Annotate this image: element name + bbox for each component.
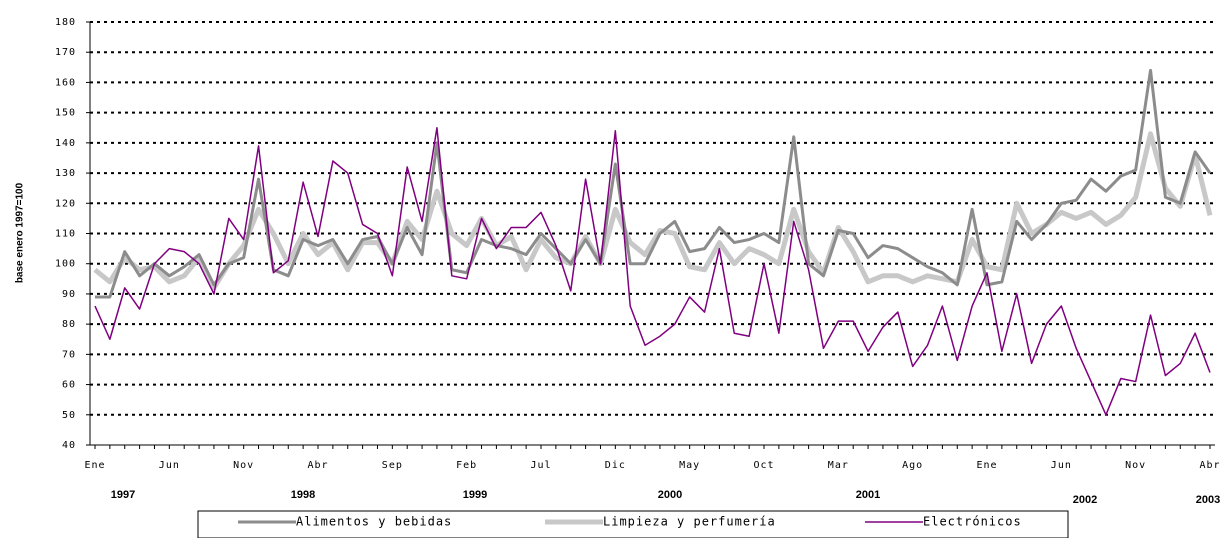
series-line: [94, 127, 1211, 416]
y-axis-label: base enero 1997=100: [15, 182, 26, 283]
y-tick-label: 140: [55, 138, 76, 149]
legend-box: [197, 510, 1069, 538]
x-tick-label: Dic: [605, 460, 626, 471]
year-label: 2003: [1196, 494, 1220, 506]
y-tick-label: 170: [55, 47, 76, 58]
y-tick-label: 120: [55, 198, 76, 209]
y-tick-label: 180: [55, 17, 76, 28]
x-tick-label: Abr: [1199, 460, 1220, 471]
y-tick-label: 70: [62, 349, 76, 360]
y-tick-label: 100: [55, 259, 76, 270]
year-label: 2000: [658, 489, 682, 501]
series-line: [93, 131, 1213, 291]
x-tick-label: Mar: [828, 460, 849, 471]
y-tick-label: 130: [55, 168, 76, 179]
y-tick-label: 160: [55, 77, 76, 88]
y-tick-label: 90: [62, 289, 76, 300]
y-tick-label: 40: [62, 440, 76, 451]
x-tick-label: Abr: [307, 460, 328, 471]
legend-label: Electrónicos: [923, 515, 1022, 529]
year-label: 2002: [1073, 494, 1097, 506]
x-tick-label: Nov: [233, 460, 254, 471]
year-label: 1999: [463, 489, 487, 501]
y-tick-label: 110: [55, 229, 76, 240]
y-tick-label: 150: [55, 108, 76, 119]
x-tick-label: Ene: [976, 460, 997, 471]
y-tick-label: 80: [62, 319, 76, 330]
x-tick-label: Sep: [382, 460, 403, 471]
x-tick-label: Nov: [1125, 460, 1146, 471]
x-tick-label: Jun: [1051, 460, 1072, 471]
y-tick-label: 50: [62, 410, 76, 421]
legend-label: Alimentos y bebidas: [296, 515, 452, 529]
year-label: 1997: [111, 489, 135, 501]
x-tick-label: Feb: [456, 460, 477, 471]
x-tick-label: Ago: [902, 460, 923, 471]
year-label: 1998: [291, 489, 315, 501]
y-tick-label: 60: [62, 380, 76, 391]
year-label: 2001: [856, 489, 880, 501]
series-line: [95, 68, 1212, 299]
x-tick-label: Ene: [84, 460, 105, 471]
x-tick-label: Jul: [530, 460, 551, 471]
x-tick-label: Jun: [159, 460, 180, 471]
legend-label: Limpieza y perfumería: [603, 515, 776, 529]
x-tick-label: Oct: [753, 460, 774, 471]
x-tick-label: May: [679, 460, 700, 471]
